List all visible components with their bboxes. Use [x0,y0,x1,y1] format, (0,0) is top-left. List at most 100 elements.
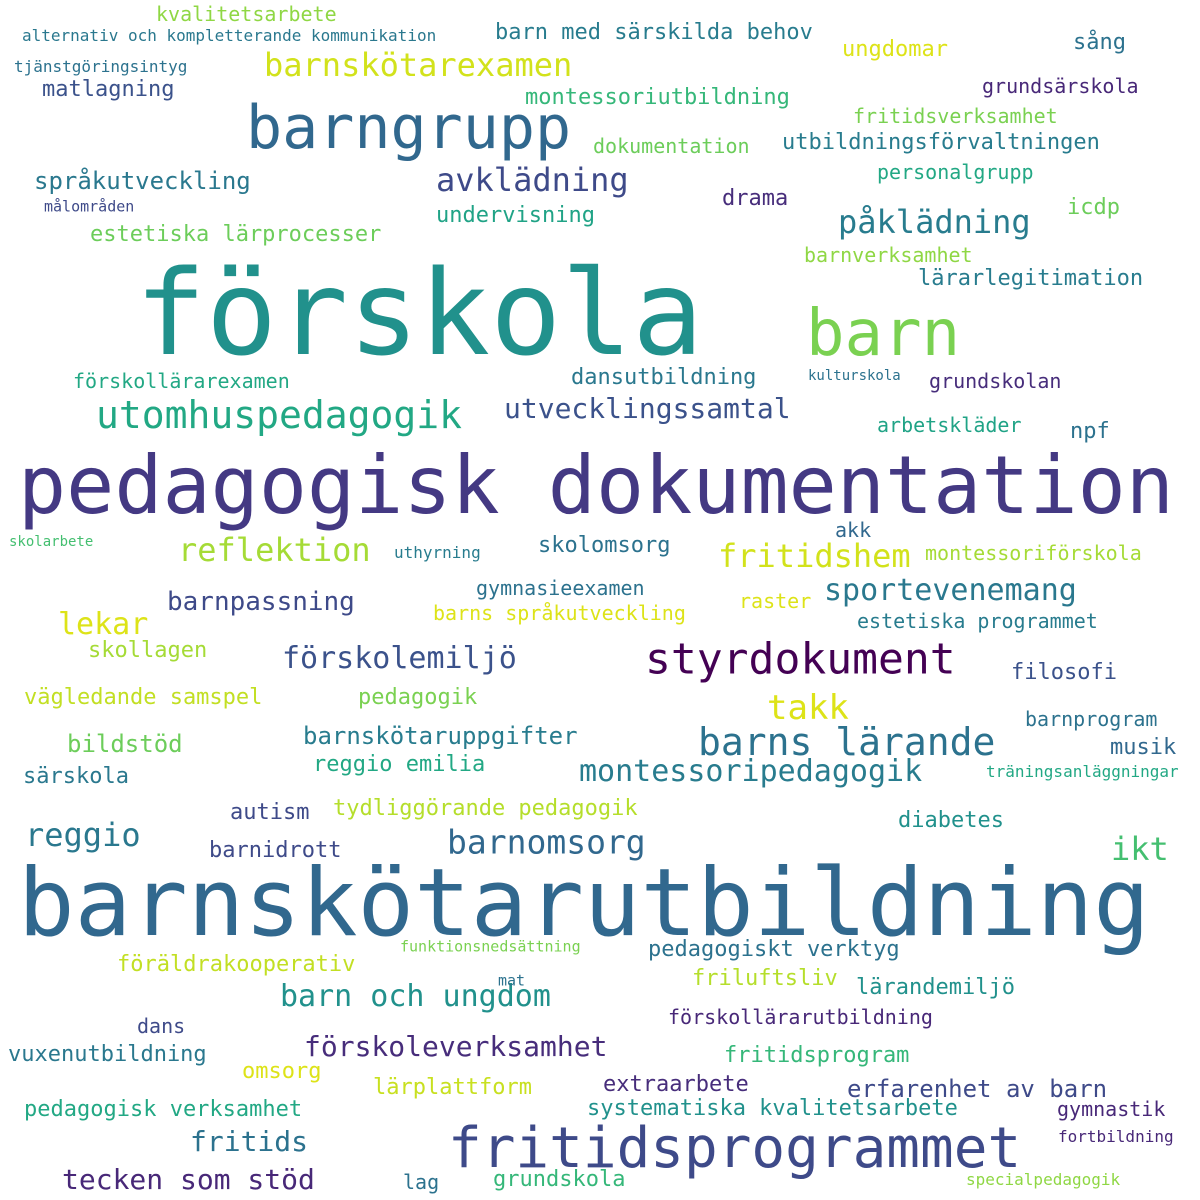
word: lag [403,1170,440,1194]
word: tjänstgöringsintyg [14,57,188,76]
word: ikt [1111,830,1169,868]
word: montessoriförskola [925,541,1142,565]
word: barnomsorg [447,822,646,862]
word: grundskola [493,1167,626,1192]
word: ungdomar [842,37,948,62]
word: förskoleverksamhet [304,1030,608,1063]
word: montessoriutbildning [525,85,790,110]
word: fritids [190,1125,309,1158]
word: omsorg [242,1059,322,1084]
word: barnpassning [167,587,355,617]
word: barnskötaruppgifter [303,722,578,750]
word: estetiska programmet [857,609,1098,633]
word: barnskötarexamen [264,46,573,84]
word: barnidrott [209,838,342,863]
word: personalgrupp [877,160,1034,184]
word: pedagogisk verksamhet [24,1097,303,1122]
word: tecken som stöd [62,1163,315,1196]
word: barn med särskilda behov [495,20,813,45]
word: fritidshem [718,537,911,575]
word: npf [1070,419,1110,444]
word: undervisning [436,203,595,228]
word: akk [835,518,872,542]
word: barnverksamhet [804,243,973,267]
word: barns lärande [698,720,996,764]
word: kulturskola [808,368,901,384]
word: fortbildning [1058,1127,1174,1146]
word: barnprogram [1025,707,1158,731]
word: lärandemiljö [856,975,1015,1000]
word: utbildningsförvaltningen [782,130,1100,155]
word: autism [230,800,310,825]
word: reggio emilia [313,752,486,777]
word: uthyrning [394,543,481,562]
word: tydliggörande pedagogik [333,796,638,821]
word: sportevenemang [824,573,1077,608]
word: dokumentation [593,134,750,158]
word: dansutbildning [571,365,757,390]
word: träningsanläggningar [986,762,1179,781]
word: reggio [25,816,141,854]
word: styrdokument [645,634,956,685]
word: förskollärarutbildning [668,1005,933,1029]
word: barns språkutveckling [433,601,686,625]
word: drama [722,186,789,211]
word: förskolemiljö [282,641,517,676]
word: skolarbete [9,534,94,550]
word: icdp [1067,195,1120,220]
word: reflektion [178,531,371,569]
word: mat [498,971,526,990]
word: funktionsnedsättning [400,937,581,956]
word: specialpedagogik [966,1170,1121,1189]
word: systematiska kvalitetsarbete [587,1096,958,1121]
word: pedagogiskt verktyg [648,937,900,962]
word: målområden [44,197,135,216]
word: förskola [135,244,704,382]
word: skollagen [88,638,208,663]
word: utomhuspedagogik [96,393,463,437]
word: kvalitetsarbete [156,2,337,26]
word: dans [137,1014,186,1038]
word: barnskötarutbildning [18,849,1150,958]
word: sång [1073,30,1126,55]
word: utvecklingssamtal [504,392,791,425]
word: särskola [23,764,129,789]
word: takk [767,688,849,728]
word: friluftsliv [692,966,838,991]
word: skolomsorg [538,533,671,558]
word: alternativ och kompletterande kommunikat… [22,26,437,45]
word: barn [806,297,961,371]
word: matlagning [42,77,175,102]
word: extraarbete [603,1072,749,1097]
word: musik [1110,735,1177,760]
word: gymnastik [1057,1097,1166,1121]
word: lärplattform [373,1075,532,1100]
word: förskollärarexamen [73,369,290,393]
word: erfarenhet av barn [847,1075,1108,1103]
word: språkutveckling [34,167,251,195]
word: vägledande samspel [24,685,263,710]
word: pedagogisk dokumentation [18,439,1174,532]
word: fritidsverksamhet [853,104,1058,128]
word: föräldrakooperativ [117,952,356,977]
word: lekar [58,607,149,642]
word: påklädning [838,203,1031,241]
word: avklädning [436,161,629,199]
word: arbetskläder [877,413,1022,437]
word: barngrupp [246,93,572,163]
word: montessoripedagogik [579,754,923,789]
word: lärarlegitimation [918,266,1144,291]
word: fritidsprogrammet [448,1116,1022,1181]
word: gymnasieexamen [476,576,645,600]
word: raster [739,589,812,613]
word: diabetes [898,808,1004,833]
word: pedagogik [358,685,478,710]
word: estetiska lärprocesser [90,222,382,247]
word: barn och ungdom [280,979,551,1014]
word: fritidsprogram [724,1043,910,1068]
word: vuxenutbildning [8,1042,207,1067]
word: grundskolan [929,369,1062,393]
word: bildstöd [67,730,183,758]
word: grundsärskola [982,74,1139,98]
